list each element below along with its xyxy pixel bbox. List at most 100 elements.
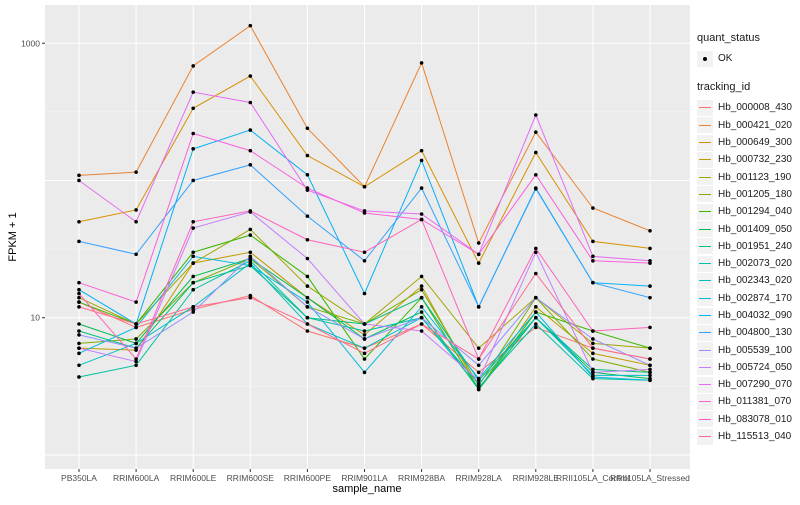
data-point-Hb_004032_090 <box>77 287 81 292</box>
data-point-Hb_000008_430 <box>191 307 195 312</box>
data-point-Hb_002073_020 <box>191 287 195 292</box>
x-tick-label: RRII105LA_Control <box>556 473 630 483</box>
line-key-icon <box>697 342 713 359</box>
data-point-Hb_001294_040 <box>648 346 652 350</box>
data-point-Hb_002073_020 <box>476 385 481 390</box>
data-point-Hb_000421_020 <box>134 170 138 174</box>
data-point-Hb_000421_020 <box>476 241 481 245</box>
data-point-Hb_000421_020 <box>248 23 253 28</box>
data-point-Hb_011381_070 <box>191 131 195 136</box>
data-point-Hb_000649_300 <box>191 106 195 111</box>
legend-item-Hb_083078_010: Hb_083078_010 <box>697 411 792 428</box>
line-key-icon <box>697 117 713 134</box>
data-point-Hb_005724_050 <box>419 329 424 333</box>
data-point-Hb_005539_100 <box>591 337 595 341</box>
data-point-Hb_002343_020 <box>77 363 81 368</box>
data-point-Hb_000732_230 <box>534 305 538 309</box>
point-icon <box>697 50 713 67</box>
legend-item-ok: OK <box>697 50 792 67</box>
legend-label: Hb_000732_230 <box>718 154 792 166</box>
data-point-Hb_007290_070 <box>248 100 253 105</box>
data-point-Hb_001951_240 <box>191 280 195 285</box>
data-point-Hb_115513_040 <box>534 271 538 276</box>
legend-item-Hb_000008_430: Hb_000008_430 <box>697 99 792 116</box>
data-point-Hb_002073_020 <box>305 315 310 320</box>
data-point-Hb_000649_300 <box>591 239 595 244</box>
line-key-icon <box>697 290 713 307</box>
line-key-icon <box>697 393 713 410</box>
data-point-Hb_002343_020 <box>648 373 652 378</box>
data-point-Hb_007290_070 <box>134 219 138 224</box>
data-point-Hb_001951_240 <box>77 329 81 333</box>
data-point-Hb_083078_010 <box>248 209 253 213</box>
legend-label: Hb_001294_040 <box>718 206 792 218</box>
data-point-Hb_005539_100 <box>248 254 253 259</box>
data-point-Hb_001123_190 <box>591 341 595 346</box>
line-key-icon <box>697 255 713 272</box>
data-point-Hb_000649_300 <box>248 74 253 78</box>
data-point-Hb_000008_430 <box>534 325 538 330</box>
legend-item-Hb_001294_040: Hb_001294_040 <box>697 203 792 220</box>
legend-label: Hb_001951_240 <box>718 240 792 252</box>
legend-label: Hb_004032_090 <box>718 310 792 321</box>
data-point-Hb_005724_050 <box>591 370 595 375</box>
data-point-Hb_115513_040 <box>134 322 138 326</box>
legend-color-title: tracking_id <box>697 81 751 94</box>
data-point-Hb_007290_070 <box>591 254 595 259</box>
data-point-Hb_007290_070 <box>419 212 424 216</box>
data-point-Hb_001409_050 <box>419 310 424 314</box>
data-point-Hb_083078_010 <box>362 250 367 255</box>
legend-label: Hb_001409_050 <box>718 223 792 235</box>
data-point-Hb_000732_230 <box>419 284 424 288</box>
line-key-icon <box>697 99 713 116</box>
data-point-Hb_000421_020 <box>648 228 652 233</box>
data-point-Hb_004800_130 <box>648 295 652 300</box>
data-point-Hb_004032_090 <box>362 291 367 296</box>
data-point-Hb_000649_300 <box>534 150 538 155</box>
data-point-Hb_004800_130 <box>305 214 310 218</box>
data-point-Hb_004800_130 <box>191 178 195 183</box>
data-point-Hb_115513_040 <box>191 305 195 309</box>
legend-item-Hb_005724_050: Hb_005724_050 <box>697 359 792 376</box>
data-point-Hb_011381_070 <box>362 211 367 215</box>
data-point-Hb_001951_240 <box>648 370 652 375</box>
x-tick-label: RRIM600PE <box>284 473 332 483</box>
data-point-Hb_001123_190 <box>77 295 81 300</box>
data-point-Hb_000649_300 <box>77 219 81 224</box>
data-point-Hb_005724_050 <box>305 256 310 261</box>
line-key-icon <box>697 359 713 376</box>
data-point-Hb_001951_240 <box>591 367 595 372</box>
data-point-Hb_004800_130 <box>534 186 538 191</box>
data-point-Hb_000008_430 <box>476 370 481 375</box>
x-tick-label: RRIM901LA <box>341 473 388 483</box>
data-point-Hb_002874_170 <box>419 305 424 309</box>
data-point-Hb_083078_010 <box>305 237 310 242</box>
x-tick-label: RRII105LA_Stressed <box>610 473 690 483</box>
legend-label: Hb_083078_010 <box>718 413 792 425</box>
data-point-Hb_011381_070 <box>648 261 652 265</box>
data-point-Hb_005539_100 <box>362 337 367 341</box>
data-point-Hb_005539_100 <box>134 346 138 350</box>
legend-item-Hb_115513_040: Hb_115513_040 <box>697 428 792 445</box>
data-point-Hb_002874_170 <box>191 254 195 259</box>
data-point-Hb_083078_010 <box>591 329 595 333</box>
x-tick-label: RRIM928BA <box>398 473 446 483</box>
data-point-Hb_002343_020 <box>534 315 538 320</box>
data-point-Hb_002343_020 <box>362 346 367 350</box>
x-tick-label: RRIM928LA <box>456 473 503 483</box>
legend-label: Hb_004800_130 <box>718 327 792 339</box>
data-point-Hb_007290_070 <box>534 113 538 117</box>
data-point-Hb_002874_170 <box>248 263 253 268</box>
legend-label: Hb_011381_070 <box>718 396 792 408</box>
line-key-icon <box>697 307 713 324</box>
data-point-Hb_002874_170 <box>305 300 310 304</box>
data-point-Hb_004800_130 <box>591 280 595 285</box>
x-axis-label: sample_name <box>332 483 401 495</box>
y-axis-label: FPKM + 1 <box>7 212 19 261</box>
data-point-Hb_007290_070 <box>77 178 81 183</box>
legend-label: Hb_002874_170 <box>718 292 792 304</box>
line-key-icon <box>697 134 713 151</box>
data-point-Hb_004032_090 <box>648 284 652 288</box>
data-point-Hb_000649_300 <box>419 148 424 153</box>
legend-label: Hb_007290_070 <box>718 379 792 391</box>
